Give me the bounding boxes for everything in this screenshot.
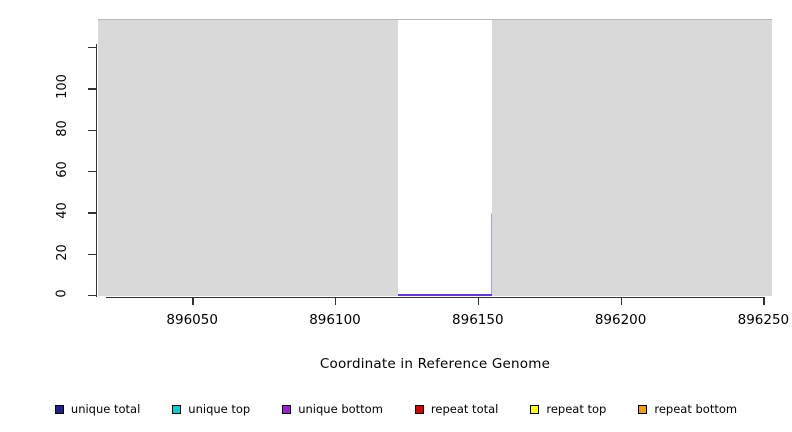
y-axis-tick-label: 20 [40,243,84,261]
legend-item: unique top [172,402,250,416]
legend-item: repeat top [530,402,606,416]
x-axis-tick [763,297,765,305]
y-axis-tick-label: 100 [40,74,84,99]
legend-swatch [638,404,648,414]
x-axis-tick [477,297,480,305]
x-axis-tick-label: 896150 [452,312,504,328]
y-axis-tick-label-text: 0 [54,289,70,298]
y-axis-tick [88,212,96,214]
y-axis-line [96,44,98,297]
y-axis-tick-label-text: 100 [54,74,70,100]
legend-item: unique bottom [282,402,383,416]
y-axis-tick [88,253,96,255]
legend-swatch [530,404,540,414]
plot-area [98,20,772,296]
legend-swatch [414,404,424,414]
y-axis-tick-label: 40 [40,202,84,220]
legend-swatch [54,404,64,414]
y-axis-tick-label: 0 [40,286,84,301]
legend-label: repeat bottom [654,402,738,416]
legend-label: unique bottom [298,402,383,416]
legend-label: repeat total [430,402,499,416]
x-axis-tick [620,297,622,305]
y-axis-tick-label: 60 [40,161,84,178]
x-axis-tick-label: 896250 [737,312,790,328]
y-axis-tick-label-text: 80 [54,119,70,137]
legend-label: repeat top [546,402,607,416]
shaded-region-left [98,20,398,296]
legend-swatch [172,404,182,414]
y-axis-tick [88,295,96,297]
x-axis-tick [192,297,194,305]
x-axis-line [106,297,764,299]
legend-item: unique total [54,402,141,416]
legend-label: unique top [188,402,251,416]
y-axis-tick-label: 80 [40,119,84,137]
y-axis-title-wrap: Read Coverage Depth [6,10,36,300]
y-axis-tick [88,129,96,131]
y-axis-tick [88,170,96,173]
shaded-region-right [492,20,772,296]
legend-item: repeat total [414,402,499,416]
y-axis-tick-label-text: 60 [54,161,70,178]
legend-item: repeat bottom [638,402,737,416]
legend-label: unique total [70,402,141,416]
y-axis-tick [88,88,96,90]
x-axis-tick [335,297,337,305]
y-axis-title: Read Coverage Depth [6,0,36,40]
x-axis-tick-label: 896050 [166,312,218,328]
legend: unique total unique top unique bottom repea… [0,398,792,420]
y-axis-tick-label-text: 40 [54,202,70,220]
plot-top-border [98,19,772,20]
y-axis-tick-label-text: 20 [54,243,70,261]
x-axis-title: Coordinate in Reference Genome [319,356,551,372]
y-axis-tick [88,46,96,49]
legend-swatch [282,404,292,414]
x-axis-tick-label: 896200 [594,312,647,328]
x-axis-tick-label: 896100 [309,312,361,328]
